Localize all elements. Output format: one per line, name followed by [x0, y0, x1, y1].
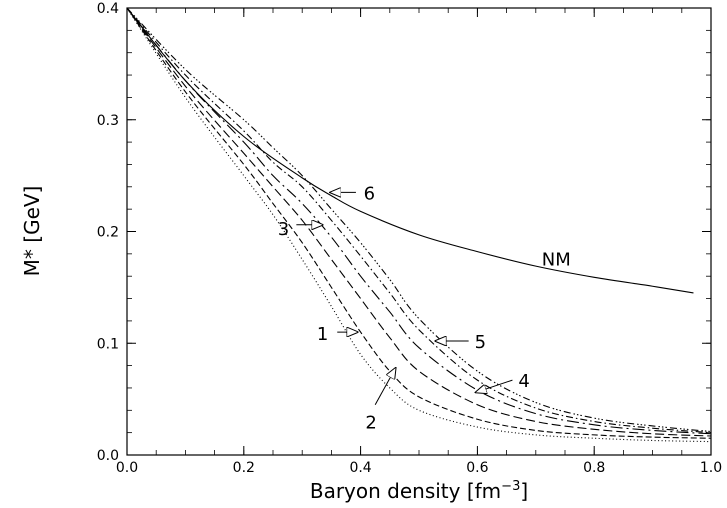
- series-line-nm: [126, 7, 694, 294]
- plot-frame: [126, 7, 712, 456]
- x-axis-title-exponent: −3: [501, 479, 520, 494]
- series-line-2: [126, 7, 712, 439]
- x-tick-label: 0.4: [349, 460, 371, 476]
- x-tick-label: 1.0: [700, 460, 722, 476]
- curve-label-3: 3: [278, 219, 289, 240]
- series-line-1: [126, 7, 712, 443]
- y-tick-label: 0.0: [97, 448, 119, 464]
- y-tick-label: 0.1: [97, 336, 119, 352]
- curve-label-2: 2: [365, 412, 376, 433]
- annotation-layer: 1 2 3 4 5 6 NM: [278, 183, 571, 433]
- curve-label-6: 6: [364, 183, 375, 204]
- series-line-4: [126, 7, 712, 435]
- curve-label-1: 1: [317, 324, 328, 345]
- curve-label-5: 5: [475, 332, 486, 353]
- tick-layer: 0.0 0.2 0.4 0.6 0.8 1.0 0.0 0.1 0.2 0.3 0.4: [97, 1, 722, 476]
- series-line-3: [126, 7, 712, 437]
- curve-arrow-4: [476, 379, 513, 392]
- curve-label-4: 4: [518, 371, 529, 392]
- curve-arrow-2: [374, 368, 395, 405]
- x-axis-title-main: Baryon density [fm: [310, 479, 501, 503]
- series-line-5: [126, 7, 712, 434]
- x-tick-label: 0.6: [466, 460, 488, 476]
- y-tick-label: 0.2: [97, 225, 119, 241]
- y-axis-title: M* [GeV]: [20, 186, 44, 277]
- x-axis-title-end: ]: [520, 479, 528, 503]
- y-tick-label: 0.3: [97, 113, 119, 129]
- y-tick-label: 0.4: [97, 1, 119, 17]
- x-tick-label: 0.0: [116, 460, 138, 476]
- series-layer: [126, 7, 712, 443]
- series-line-6: [126, 7, 712, 433]
- curve-label-nm: NM: [542, 249, 571, 270]
- x-tick-label: 0.8: [583, 460, 605, 476]
- x-tick-label: 0.2: [233, 460, 255, 476]
- x-axis-title: Baryon density [fm−3]: [310, 479, 528, 503]
